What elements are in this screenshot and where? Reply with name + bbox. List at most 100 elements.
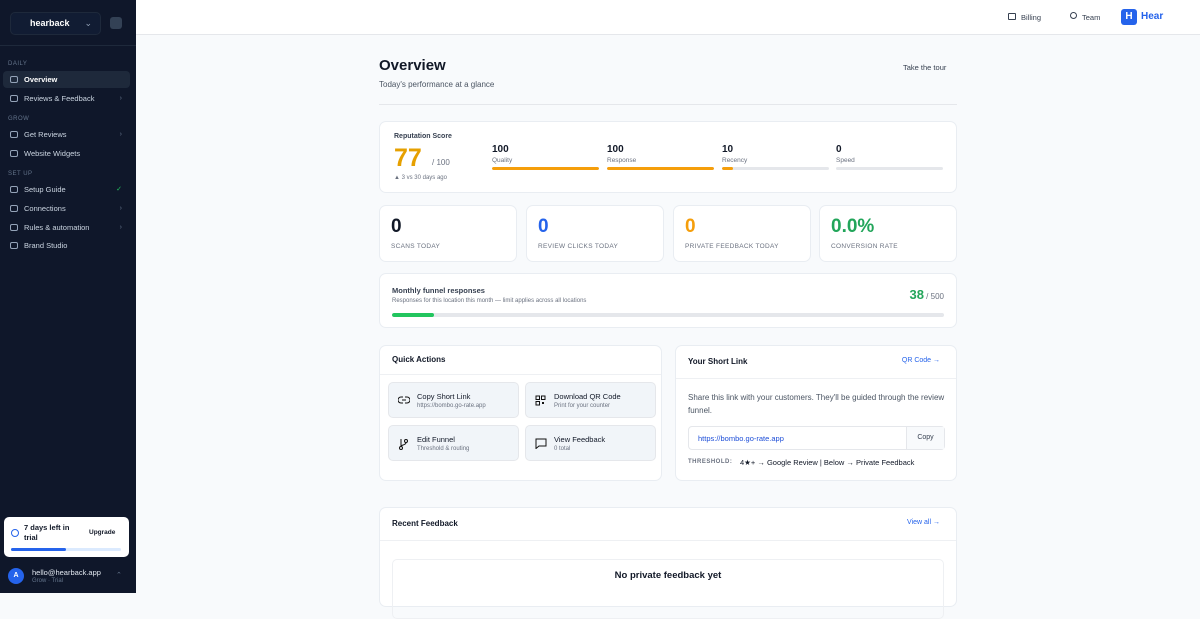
metric-value: 0 bbox=[836, 144, 842, 155]
stat-value: 0 bbox=[538, 216, 549, 237]
stat-label: REVIEW CLICKS TODAY bbox=[538, 243, 619, 250]
nav-item[interactable]: Rules & automation › bbox=[3, 219, 130, 236]
billing-icon bbox=[1008, 13, 1016, 20]
card-title: Your Short Link bbox=[688, 357, 748, 366]
section-label: DAILY bbox=[8, 61, 28, 67]
metric-value: 100 bbox=[607, 144, 624, 155]
metric-bar bbox=[607, 167, 714, 170]
stat-label: SCANS TODAY bbox=[391, 243, 441, 250]
user-plan: Grow · Trial bbox=[32, 578, 64, 584]
reputation-label: Reputation Score bbox=[394, 133, 452, 140]
team-link[interactable]: Team bbox=[1082, 13, 1101, 22]
stat-label: PRIVATE FEEDBACK TODAY bbox=[685, 243, 779, 250]
action-title: Edit Funnel bbox=[417, 435, 455, 444]
metric-track bbox=[836, 167, 943, 170]
stat-card: 0.0% CONVERSION RATE bbox=[819, 205, 957, 262]
action-subtitle: https://bombo.go-rate.app bbox=[417, 403, 486, 409]
card-title: Recent Feedback bbox=[392, 519, 458, 528]
funnel-separator: / bbox=[926, 292, 929, 301]
action-subtitle: Print for your counter bbox=[554, 403, 611, 409]
stat-value: 0.0% bbox=[831, 216, 875, 237]
metric-label: Recency bbox=[722, 157, 748, 164]
action-title: Copy Short Link bbox=[417, 392, 471, 401]
user-email: hello@hearback.app bbox=[32, 568, 101, 577]
funnel-title: Monthly funnel responses bbox=[392, 286, 485, 295]
collapse-button[interactable] bbox=[110, 17, 122, 29]
metric-bar bbox=[492, 167, 599, 170]
card-title: Quick Actions bbox=[392, 355, 446, 364]
score-separator: / bbox=[432, 158, 435, 167]
short-link-description: Share this link with your customers. The… bbox=[688, 393, 945, 415]
nav-item[interactable]: Overview bbox=[3, 71, 130, 88]
action-button[interactable]: Copy Short Link https://bombo.go-rate.app bbox=[388, 382, 519, 418]
team-icon bbox=[1070, 12, 1077, 19]
workspace-name: hearback bbox=[30, 18, 70, 28]
logo-text: Hear bbox=[1141, 11, 1164, 22]
metric-label: Response bbox=[607, 157, 637, 164]
empty-state: No private feedback yet bbox=[392, 559, 944, 619]
short-link-card: Your Short Link QR Code → Share this lin… bbox=[675, 345, 957, 481]
nav-label: Reviews & Feedback bbox=[24, 94, 95, 103]
nav-label: Setup Guide bbox=[24, 185, 66, 194]
action-title: Download QR Code bbox=[554, 392, 621, 401]
stat-value: 0 bbox=[391, 216, 402, 237]
recent-feedback-card: Recent Feedback View all → No private fe… bbox=[379, 507, 957, 619]
clock-icon bbox=[11, 529, 19, 537]
action-button[interactable]: View Feedback 0 total bbox=[525, 425, 656, 461]
metric-track bbox=[492, 167, 599, 170]
nav-item[interactable]: Reviews & Feedback › bbox=[3, 90, 130, 107]
trial-card: 7 days left in trial Upgrade bbox=[4, 517, 129, 557]
avatar[interactable]: A bbox=[8, 568, 24, 584]
funnel-used: 38 bbox=[909, 287, 924, 302]
funnel-subtitle: Responses for this location this month —… bbox=[392, 298, 587, 304]
url-field[interactable]: https://bombo.go-rate.app Copy bbox=[688, 426, 945, 450]
action-button[interactable]: Download QR Code Print for your counter bbox=[525, 382, 656, 418]
url-text: https://bombo.go-rate.app bbox=[698, 434, 784, 443]
stat-card: 0 PRIVATE FEEDBACK TODAY bbox=[673, 205, 811, 262]
copy-button[interactable]: Copy bbox=[906, 427, 944, 449]
section-label: SET UP bbox=[8, 171, 33, 177]
action-subtitle: Threshold & routing bbox=[417, 446, 470, 452]
action-title: View Feedback bbox=[554, 435, 606, 444]
nav-item[interactable]: Brand Studio bbox=[3, 237, 130, 254]
metric-value: 10 bbox=[722, 144, 734, 155]
sidebar: hearback ⌄ DAILY Overview Reviews & Feedb… bbox=[0, 0, 136, 593]
nav-item[interactable]: Website Widgets bbox=[3, 145, 130, 162]
user-menu-icon[interactable]: ⌃ bbox=[116, 572, 122, 579]
nav-label: Connections bbox=[24, 204, 66, 213]
stat-value: 0 bbox=[685, 216, 696, 237]
reputation-score: 77 bbox=[394, 144, 422, 172]
stat-card: 0 SCANS TODAY bbox=[379, 205, 517, 262]
threshold-text: 4★+ → Google Review | Below → Private Fe… bbox=[740, 458, 915, 467]
upgrade-button[interactable]: Upgrade bbox=[89, 529, 116, 536]
funnel-bar bbox=[392, 313, 434, 317]
nav-item[interactable]: Get Reviews › bbox=[3, 126, 130, 143]
dropdown-icon: ⌄ bbox=[84, 18, 92, 28]
view-all-link[interactable]: View all → bbox=[907, 519, 940, 526]
workspace-switcher[interactable]: hearback ⌄ bbox=[10, 12, 101, 35]
metric-track bbox=[607, 167, 714, 170]
metric-value: 100 bbox=[492, 144, 509, 155]
section-label: GROW bbox=[8, 116, 30, 122]
billing-link[interactable]: Billing bbox=[1021, 13, 1042, 22]
action-subtitle: 0 total bbox=[554, 446, 571, 452]
empty-title: No private feedback yet bbox=[614, 570, 722, 581]
qr-link[interactable]: QR Code → bbox=[901, 357, 940, 364]
threshold-label: THRESHOLD: bbox=[688, 459, 733, 465]
nav-label: Brand Studio bbox=[24, 241, 68, 250]
nav-item[interactable]: Setup Guide ✓ bbox=[3, 181, 130, 198]
main: Overview Today's performance at a glance… bbox=[136, 35, 1200, 619]
nav-item[interactable]: Connections › bbox=[3, 200, 130, 217]
trial-text: 7 days left in trial bbox=[24, 523, 70, 542]
action-button[interactable]: Edit Funnel Threshold & routing bbox=[388, 425, 519, 461]
funnel-card: Monthly funnel responses Responses for t… bbox=[379, 273, 957, 328]
nav-label: Get Reviews bbox=[24, 130, 67, 139]
topbar: Billing Team H Hear bbox=[136, 0, 1200, 35]
nav-label: Rules & automation bbox=[24, 223, 90, 232]
tour-button[interactable]: Take the tour bbox=[903, 63, 947, 72]
score-max: 100 bbox=[436, 158, 450, 167]
metric-bar bbox=[722, 167, 733, 170]
funnel-track bbox=[392, 313, 944, 317]
metric-track bbox=[722, 167, 829, 170]
